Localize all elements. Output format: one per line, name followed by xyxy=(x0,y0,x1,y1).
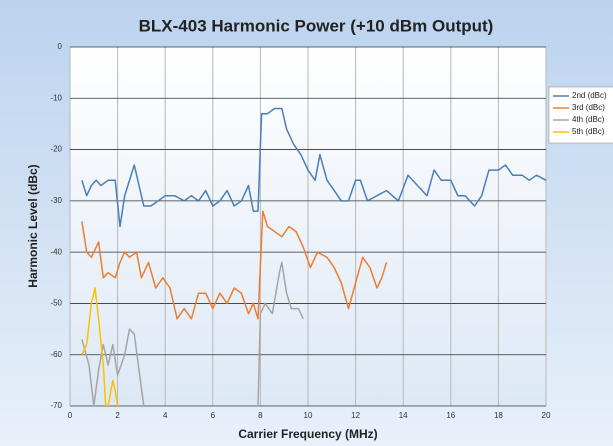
series-line xyxy=(81,210,388,320)
x-tick-label: 10 xyxy=(304,411,313,420)
x-tick-label: 20 xyxy=(542,411,551,420)
x-tick-label: 16 xyxy=(446,411,455,420)
legend-label: 2nd (dBc) xyxy=(572,91,607,100)
chart-title: BLX-403 Harmonic Power (+10 dBm Output) xyxy=(139,16,494,35)
x-tick-label: 2 xyxy=(115,411,120,420)
x-tick-label: 18 xyxy=(494,411,503,420)
legend-label: 5th (dBc) xyxy=(572,127,605,136)
y-tick-label: -20 xyxy=(50,145,62,154)
y-tick-label: 0 xyxy=(58,42,63,51)
legend-label: 3rd (dBc) xyxy=(572,103,605,112)
x-tick-label: 12 xyxy=(351,411,360,420)
x-tick-label: 14 xyxy=(399,411,408,420)
x-tick-label: 4 xyxy=(163,411,168,420)
y-tick-label: -60 xyxy=(50,350,62,359)
series-line xyxy=(81,287,119,407)
x-axis-title: Carrier Frequency (MHz) xyxy=(238,427,377,441)
y-tick-label: -70 xyxy=(50,401,62,410)
x-tick-label: 0 xyxy=(68,411,73,420)
y-tick-label: -50 xyxy=(50,299,62,308)
series-line xyxy=(81,107,547,228)
x-tick-label: 6 xyxy=(211,411,216,420)
series-line xyxy=(81,261,304,407)
y-tick-label: -10 xyxy=(50,93,62,102)
y-tick-label: -30 xyxy=(50,196,62,205)
y-tick-label: -40 xyxy=(50,247,62,256)
legend-label: 4th (dBc) xyxy=(572,115,605,124)
y-axis-title: Harmonic Level (dBc) xyxy=(26,164,40,287)
x-tick-label: 8 xyxy=(258,411,263,420)
